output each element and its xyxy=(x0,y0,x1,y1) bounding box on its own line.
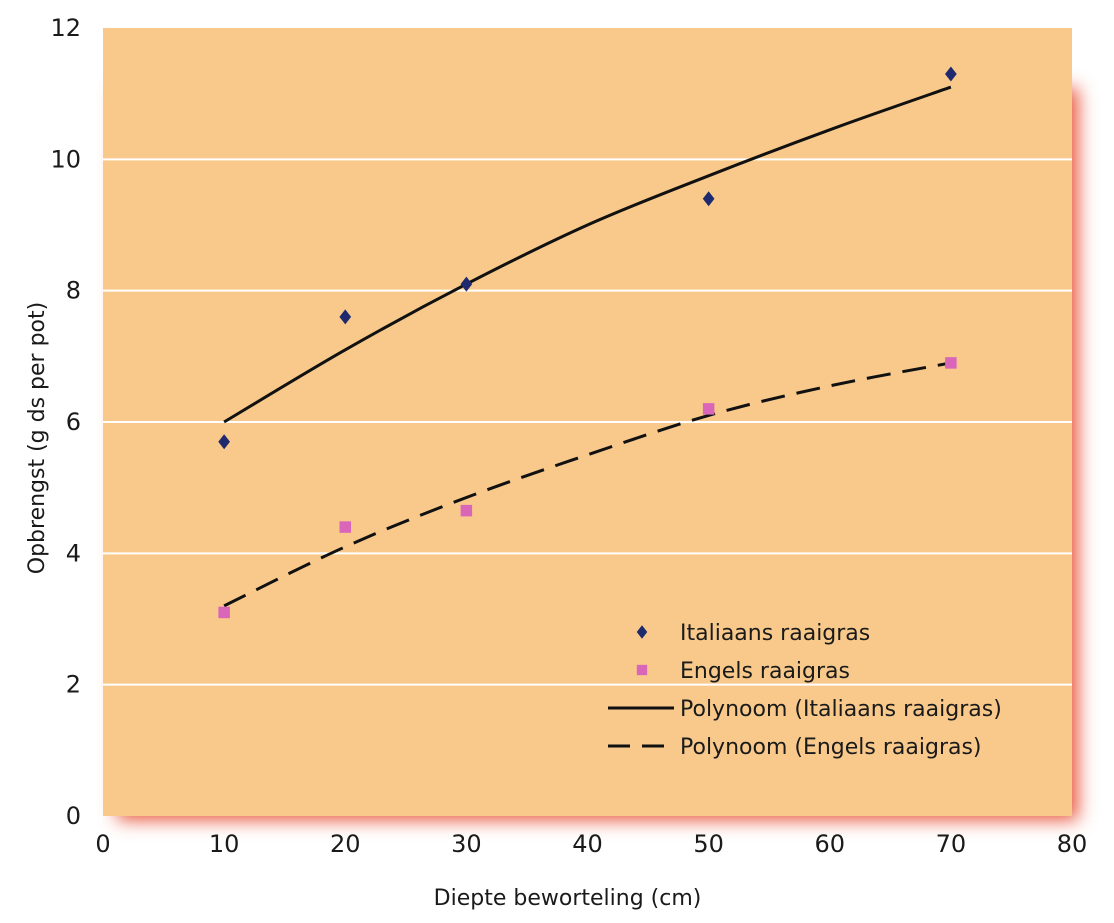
legend-swatch xyxy=(636,664,648,676)
y-tick-label: 0 xyxy=(66,802,81,830)
x-tick-label: 80 xyxy=(1057,830,1088,858)
x-tick-label: 50 xyxy=(693,830,724,858)
y-tick-label: 10 xyxy=(50,145,81,173)
x-tick-label: 10 xyxy=(209,830,240,858)
x-tick-label: 20 xyxy=(330,830,361,858)
x-tick-label: 0 xyxy=(95,830,110,858)
x-tick-label: 30 xyxy=(451,830,482,858)
engels-point xyxy=(945,357,957,369)
engels-point xyxy=(339,521,351,533)
x-tick-label: 70 xyxy=(936,830,967,858)
x-tick-label: 40 xyxy=(572,830,603,858)
y-tick-label: 4 xyxy=(66,539,81,567)
legend-label: Polynoom (Italiaans raaigras) xyxy=(680,697,1002,722)
italiaans-point xyxy=(339,309,352,325)
italiaans-point xyxy=(460,276,473,292)
italiaans-point xyxy=(945,66,957,82)
italiaans-point xyxy=(218,434,230,450)
engels-point xyxy=(460,504,473,517)
legend-label: Polynoom (Engels raaigras) xyxy=(680,735,982,760)
y-tick-label: 8 xyxy=(66,277,81,305)
legend-swatch xyxy=(636,625,648,639)
x-tick-label: 60 xyxy=(814,830,845,858)
y-tick-label: 6 xyxy=(66,408,81,436)
italiaans-point xyxy=(702,191,715,207)
legend-label: Engels raaigras xyxy=(680,659,850,684)
engels-point xyxy=(702,403,715,415)
legend: Italiaans raaigras Engels raaigras Polynoo… xyxy=(608,621,1002,760)
y-axis-label: Opbrengst (g ds per pot) xyxy=(25,302,50,574)
y-tick-label: 2 xyxy=(66,671,81,699)
y-tick-label: 12 xyxy=(50,14,81,42)
legend-label: Italiaans raaigras xyxy=(680,621,870,646)
engels-point xyxy=(218,606,230,619)
x-axis-label: Diepte beworteling (cm) xyxy=(434,886,702,911)
trendline-italiaans xyxy=(223,85,952,424)
